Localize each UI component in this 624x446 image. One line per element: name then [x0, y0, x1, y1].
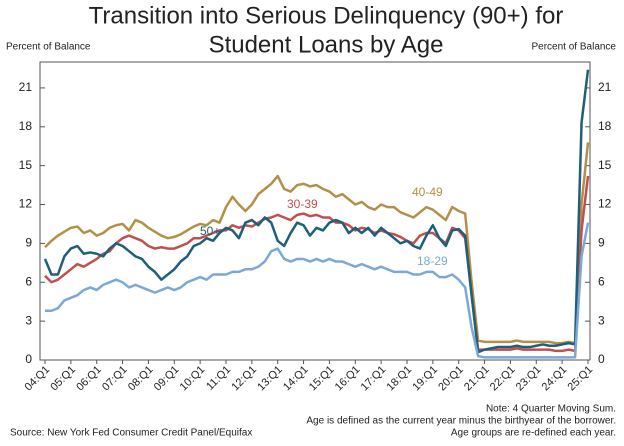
- y2-tick-label: 9: [598, 236, 605, 250]
- y2-tick-label: 18: [598, 119, 612, 133]
- y2-axis-label: Percent of Balance: [532, 42, 617, 53]
- series-label: 18-29: [417, 254, 448, 268]
- y-tick-label: 0: [25, 352, 32, 366]
- note: Note: 4 Quarter Moving Sum.: [486, 404, 616, 415]
- x-tick-label: 24:Q1: [540, 364, 570, 394]
- x-tick-label: 17:Q1: [359, 364, 389, 394]
- y-tick-label: 21: [19, 80, 33, 94]
- x-tick-label: 05:Q1: [48, 364, 78, 394]
- series-line: [44, 142, 590, 345]
- note: Age groups are re-defined each year.: [451, 428, 616, 439]
- y-tick-label: 6: [25, 274, 32, 288]
- series-label: 50+: [200, 224, 220, 238]
- y-axis-label: Percent of Balance: [6, 42, 91, 53]
- x-tick-label: 22:Q1: [488, 364, 518, 394]
- series-line: [44, 175, 590, 353]
- x-tick-label: 07:Q1: [100, 364, 130, 394]
- y2-tick-label: 21: [598, 80, 612, 94]
- x-tick-label: 15:Q1: [307, 364, 337, 394]
- y-tick-label: 9: [25, 236, 32, 250]
- y2-tick-label: 6: [598, 274, 605, 288]
- x-tick-label: 20:Q1: [436, 364, 466, 394]
- series-label: 30-39: [287, 197, 318, 211]
- source: Source: New York Fed Consumer Credit Pan…: [10, 428, 252, 439]
- chart-title: Transition into Serious Delinquency (90+…: [89, 2, 564, 29]
- x-tick-label: 06:Q1: [74, 364, 104, 394]
- chart-title: Student Loans by Age: [209, 31, 444, 58]
- x-tick-label: 08:Q1: [126, 364, 156, 394]
- x-tick-label: 19:Q1: [410, 364, 440, 394]
- y2-tick-label: 12: [598, 197, 612, 211]
- x-tick-label: 12:Q1: [229, 364, 259, 394]
- y-tick-label: 15: [19, 158, 33, 172]
- y2-tick-label: 3: [598, 313, 605, 327]
- x-tick-label: 10:Q1: [178, 364, 208, 394]
- x-tick-label: 14:Q1: [281, 364, 311, 394]
- note: Age is defined as the current year minus…: [306, 416, 616, 427]
- x-tick-label: 23:Q1: [514, 364, 544, 394]
- plot-frame: [39, 61, 591, 361]
- y2-tick-label: 15: [598, 158, 612, 172]
- x-tick-label: 09:Q1: [152, 364, 182, 394]
- series-label: 40-49: [412, 185, 443, 199]
- x-tick-label: 13:Q1: [255, 364, 285, 394]
- x-tick-label: 25:Q1: [565, 364, 595, 394]
- x-tick-label: 21:Q1: [462, 364, 492, 394]
- x-tick-label: 11:Q1: [204, 364, 233, 393]
- x-tick-label: 16:Q1: [333, 364, 363, 394]
- series-line: [43, 69, 590, 354]
- y-tick-label: 18: [19, 119, 33, 133]
- x-tick-label: 18:Q1: [384, 364, 414, 394]
- y-tick-label: 3: [25, 313, 32, 327]
- x-tick-label: 04:Q1: [22, 364, 52, 394]
- y2-tick-label: 0: [598, 352, 605, 366]
- series-line: [45, 222, 590, 359]
- y-tick-label: 12: [19, 197, 33, 211]
